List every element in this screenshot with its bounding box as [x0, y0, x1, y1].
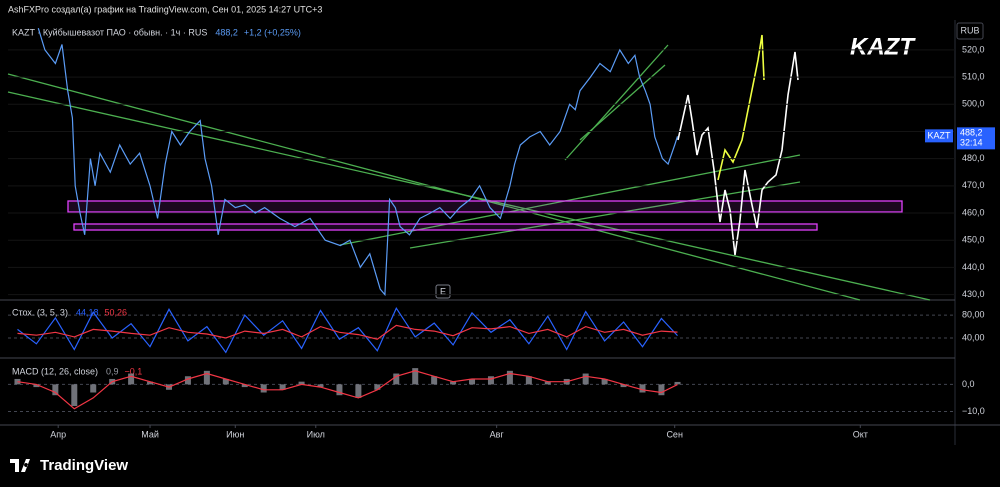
histogram-bar: [469, 378, 476, 385]
trend-line: [7, 91, 931, 301]
legend-quote: 488,2: [215, 27, 238, 37]
x-tick-label: Май: [141, 429, 159, 439]
histogram-bar: [260, 384, 267, 393]
symbol-box: [925, 129, 953, 143]
histogram-bar: [412, 368, 419, 385]
histogram-bar: [222, 378, 229, 385]
zone: [73, 223, 818, 231]
histogram-bar: [52, 384, 59, 396]
histogram-bar: [279, 384, 286, 390]
credit: AshFXPro создал(а) график на TradingView…: [8, 4, 322, 14]
y-tick-label: −10,0: [962, 406, 985, 416]
symbol-label: KAZT: [927, 131, 951, 141]
histogram-bar: [336, 384, 343, 396]
legend-title: Стох. (3, 5, 3): [12, 307, 68, 317]
event-marker[interactable]: E: [440, 286, 446, 296]
y-tick-label: 430,0: [962, 289, 985, 299]
histogram-bar: [241, 384, 248, 388]
annotation: KAZT: [850, 33, 916, 60]
x-tick-label: Авг: [490, 429, 505, 439]
histogram-bar: [355, 384, 362, 398]
histogram-bar: [90, 384, 97, 393]
histogram-bar: [450, 381, 457, 385]
legend-value: 0,9: [106, 366, 119, 376]
histogram-bar: [317, 384, 324, 388]
x-tick-label: Сен: [666, 429, 683, 439]
series-line: [17, 324, 678, 340]
trend-line: [7, 73, 861, 301]
legend-title: KAZT · Куйбышевазот ПАО · обывн. · 1ч · …: [12, 27, 207, 37]
legend-change: +1,2 (+0,25%): [244, 27, 301, 37]
y-tick-label: 0,0: [962, 379, 975, 389]
histogram-bar: [203, 370, 210, 385]
legend-value: 50,26: [104, 307, 127, 317]
y-tick-label: 460,0: [962, 207, 985, 217]
histogram-bar: [620, 384, 627, 388]
histogram-bar: [128, 373, 135, 385]
x-tick-label: Июн: [226, 429, 244, 439]
x-tick-label: Окт: [853, 429, 868, 439]
last-price-box: [957, 127, 995, 150]
y-tick-label: 500,0: [962, 99, 985, 109]
histogram-bar: [184, 376, 191, 385]
y-tick-label: 470,0: [962, 180, 985, 190]
forecast-path: [677, 51, 799, 256]
y-tick-label: 40,00: [962, 332, 985, 342]
histogram-bar: [639, 384, 646, 393]
forecast-path: [717, 34, 765, 181]
legend-value: −0,1: [125, 366, 143, 376]
histogram-bar: [14, 378, 21, 385]
logo-icon: [10, 459, 30, 472]
histogram-bar: [71, 384, 78, 407]
currency[interactable]: RUB: [960, 25, 979, 35]
y-tick-label: 480,0: [962, 153, 985, 163]
histogram-bar: [298, 381, 305, 385]
histogram-bar: [674, 381, 681, 385]
drawings: [7, 34, 931, 301]
y-tick-label: 510,0: [962, 71, 985, 81]
histogram-bar: [601, 378, 608, 385]
histogram-bar: [544, 381, 551, 385]
x-tick-label: Апр: [50, 429, 66, 439]
y-tick-label: 440,0: [962, 262, 985, 272]
histogram-bar: [431, 376, 438, 385]
legend-title: MACD (12, 26, close): [12, 366, 98, 376]
trend-line: [564, 44, 669, 161]
series-line: [17, 370, 678, 410]
legend-value: 44,18: [76, 307, 99, 317]
histogram-bar: [147, 381, 154, 385]
last-price: 488,2: [960, 128, 983, 138]
histogram-bar: [374, 384, 381, 390]
histogram-bar: [525, 376, 532, 385]
trend-line: [409, 181, 801, 249]
currency-box[interactable]: [956, 22, 984, 40]
y-tick-label: 520,0: [962, 44, 985, 54]
histogram-bar: [487, 376, 494, 385]
y-tick-label: 80,00: [962, 309, 985, 319]
histogram-bar: [582, 373, 589, 385]
histogram-bar: [33, 384, 40, 388]
y-tick-label: 450,0: [962, 235, 985, 245]
histogram-bar: [506, 370, 513, 385]
histogram-bar: [658, 384, 665, 396]
countdown: 32:14: [960, 138, 983, 148]
zone: [67, 200, 903, 213]
series-line: [37, 28, 679, 297]
logo[interactable]: TradingView: [40, 457, 128, 474]
x-tick-label: Июл: [307, 429, 325, 439]
histogram-bar: [393, 373, 400, 385]
